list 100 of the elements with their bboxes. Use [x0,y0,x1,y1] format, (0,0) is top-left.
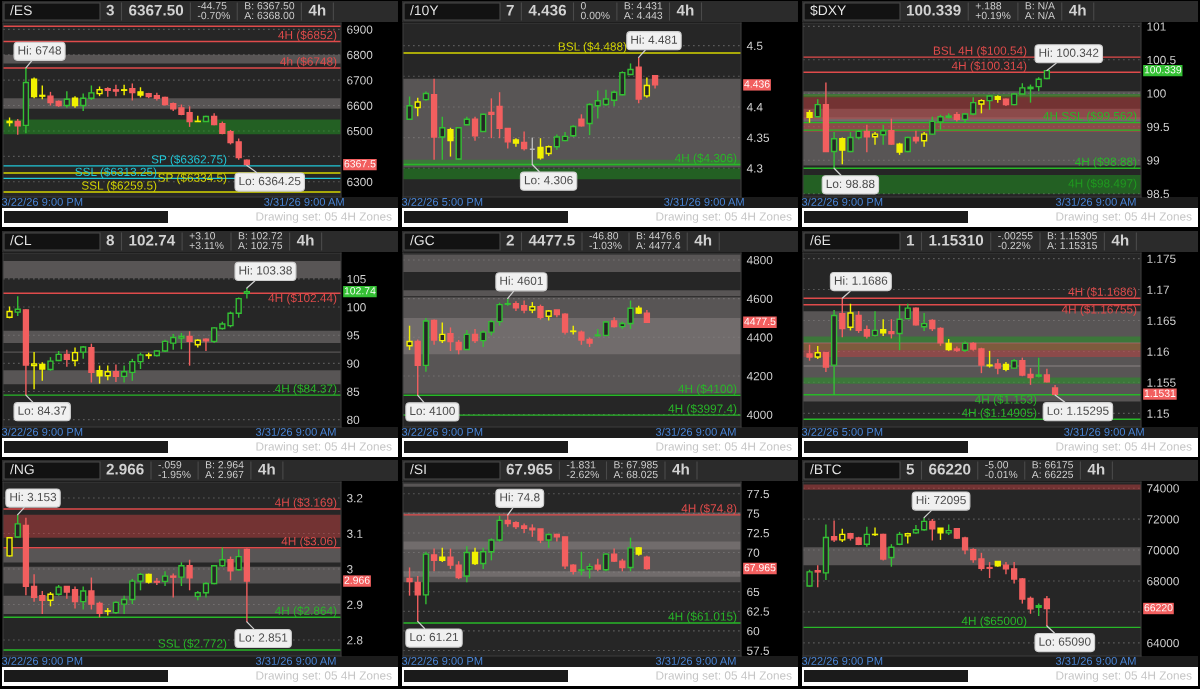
y-tick-label: 6500 [347,126,373,136]
chart-title: /BTC [810,464,842,475]
text: 8 [106,234,115,246]
annotation: Hi: 100.342 [1039,48,1099,57]
y-tick-label: 1.165 [1147,316,1176,325]
candlestick [71,585,79,610]
text: 102.74 [344,287,376,295]
text: B: 4.431 A: 4.443 [623,2,663,20]
candlestick [414,575,421,623]
text: 4h [308,4,326,16]
ref-line-label: SSL ($2.772) [158,638,227,650]
text: 4h [258,463,275,475]
y-tick-label: 1.17 [1147,285,1169,294]
y-tick-label: 4.5 [746,41,763,51]
text: 4h [1087,463,1105,475]
ref-line-label: 4H ($3.169) [274,497,337,509]
ref-line-label: 4H ($3.06) [281,536,337,548]
candlestick [586,102,593,136]
annotation: Hi: 3.153 [10,492,57,502]
y-tick-label: 1.15 [1147,409,1170,418]
ref-line-label: 4H ($74.8) [681,503,737,515]
y-tick-label: 4400 [746,333,773,342]
ref-line-label: 4H ($98.88) [1074,157,1137,169]
candlestick [186,330,193,367]
annotation: Lo: 2.851 [239,633,288,642]
candlestick [929,518,936,542]
chart-title: /ES [10,5,32,16]
ref-line-label: 4H ($2.864) [274,606,337,618]
candlestick [871,131,879,146]
y-tick-label: 95 [347,331,360,340]
candlestick [839,297,846,338]
text: 1 [906,234,915,246]
candlestick [871,310,879,338]
candlestick [920,312,928,332]
y-tick-label: 100 [347,303,366,312]
ref-line-label: SSL ($6259.5) [81,180,157,193]
y-tick-label: 4.35 [746,133,770,142]
y-tick-label: 64000 [1147,638,1179,648]
y-tick-label: 2.8 [347,636,363,645]
chart-title: /SI [410,464,426,475]
y-tick-label: 6300 [347,177,373,187]
candlestick [855,310,862,334]
ref-line-label: 4H ($1.1686) [1068,287,1137,299]
candlestick [235,548,242,572]
candlestick [129,358,136,382]
y-tick-label: 100 [1147,89,1166,98]
candlestick [447,127,454,158]
text: 6367.5 [344,160,376,168]
y-tick-label: 90 [347,359,360,368]
candlestick [480,547,487,570]
text: 100.339 [1144,66,1182,74]
text: 102.74 [129,234,176,246]
candlestick [439,321,446,344]
candlestick [830,519,838,543]
candlestick [847,303,854,332]
candlestick [627,536,634,573]
annotation: Lo: 6364.25 [239,176,301,186]
candlestick [170,572,177,599]
candlestick [888,118,895,146]
y-tick-label: 57.5 [747,646,770,655]
candlestick [504,127,511,150]
ref-line-label: 4H ($6852) [278,30,337,42]
candlestick [839,136,846,165]
y-tick-label: 4000 [746,410,773,420]
annotation: Hi: 72095 [916,495,966,505]
candlestick [822,351,830,373]
band-label: 4H ($98.497) [1068,178,1137,190]
candlestick [455,560,462,580]
y-tick-label: 68000 [1147,577,1179,586]
x-tick-label: 3/31/26 9:00 AM [655,656,736,665]
ref-line-label: 4H ($1.14905) [961,408,1037,420]
annotation: Hi: 1.1686 [834,276,888,285]
x-tick-label: 3/22/26 9:00 PM [801,656,883,665]
chart-title: /6E [810,235,831,246]
text: 4h [1111,234,1129,246]
text: -.00255 -0.22% [998,232,1033,250]
candlestick [627,299,634,330]
text: 1.1531 [1144,389,1176,397]
candlestick [1043,595,1051,627]
ref-line-label: BSL 4H ($100.54) [933,45,1027,58]
text: 1.15310 [929,234,984,246]
candlestick [63,349,70,368]
annotation: Hi: 74.8 [500,492,540,502]
text: 6367.50 [129,4,184,16]
candlestick [814,564,821,588]
annotation: Lo: 65090 [1039,637,1091,646]
candlestick [537,137,544,161]
text: 0 0.00% [580,2,610,20]
ref-line-label: SP ($6362.75) [151,154,227,166]
y-tick-label: 99 [1147,156,1160,165]
x-tick-label: 3/31/26 9:00 AM [1064,427,1144,436]
candlestick [594,89,601,120]
annotation: Lo: 4.306 [524,175,573,185]
y-tick-label: 6700 [347,76,373,85]
candlestick [602,552,610,573]
y-tick-label: 4.4 [746,103,763,112]
y-tick-label: 4.3 [746,164,763,173]
chart-title: $DXY [810,4,846,17]
candlestick [1019,577,1026,605]
x-tick-label: 3/22/26 9:00 PM [401,656,483,665]
